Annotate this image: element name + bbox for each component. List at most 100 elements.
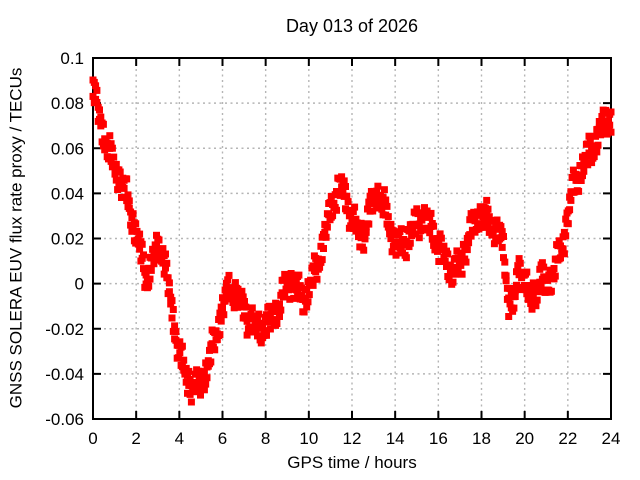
data-point — [203, 374, 211, 382]
data-point — [200, 368, 208, 376]
data-point — [171, 322, 179, 330]
data-point — [124, 191, 132, 199]
y-tick-label: -0.04 — [45, 365, 84, 384]
data-point — [298, 284, 305, 292]
data-point — [466, 216, 474, 224]
data-point — [426, 213, 434, 221]
data-point — [562, 232, 570, 240]
data-point — [281, 270, 289, 278]
data-point — [264, 318, 272, 326]
data-point — [441, 258, 449, 265]
data-point — [118, 194, 125, 201]
data-point — [290, 294, 298, 302]
data-point — [564, 220, 572, 228]
data-point — [295, 271, 303, 279]
data-point — [238, 303, 246, 311]
data-point — [176, 349, 184, 357]
data-point — [308, 277, 316, 285]
data-point — [231, 292, 239, 300]
data-point — [222, 289, 230, 297]
data-point — [488, 225, 496, 233]
x-tick-label: 8 — [261, 429, 270, 448]
data-point — [165, 279, 173, 287]
data-point — [395, 240, 403, 248]
y-tick-label: 0.06 — [51, 139, 84, 158]
data-point — [592, 132, 599, 140]
data-point — [136, 230, 144, 238]
data-point — [216, 309, 224, 317]
data-point — [321, 228, 329, 236]
data-point — [351, 203, 359, 211]
data-point — [412, 230, 419, 238]
data-point — [313, 275, 321, 283]
data-point — [529, 279, 537, 287]
data-point — [169, 306, 177, 313]
data-point — [377, 197, 384, 205]
data-point — [465, 239, 473, 247]
data-point — [123, 175, 131, 183]
data-point — [150, 260, 158, 268]
data-point — [309, 281, 317, 289]
data-point — [276, 300, 283, 308]
data-point — [485, 213, 493, 221]
data-point — [498, 228, 506, 236]
data-point — [444, 250, 452, 258]
data-point — [467, 232, 475, 240]
data-point — [361, 235, 369, 243]
data-point — [498, 243, 506, 251]
data-point — [176, 338, 184, 346]
data-point — [128, 214, 136, 222]
data-point — [557, 254, 564, 262]
data-point — [147, 266, 155, 274]
data-point — [602, 106, 610, 114]
data-point — [505, 313, 513, 320]
data-point — [371, 198, 379, 206]
data-point — [575, 171, 583, 179]
data-point — [474, 220, 482, 228]
data-point — [338, 173, 346, 181]
data-point — [269, 316, 277, 324]
data-point — [116, 168, 124, 176]
data-point — [320, 245, 327, 252]
data-point — [506, 285, 514, 292]
data-point — [138, 240, 146, 248]
data-point — [380, 186, 388, 194]
data-point — [432, 241, 440, 249]
data-point — [305, 291, 313, 299]
data-point — [551, 272, 559, 280]
data-point — [257, 339, 265, 347]
data-point — [224, 276, 232, 284]
data-point — [369, 207, 377, 215]
data-point — [547, 287, 555, 295]
data-point — [445, 276, 453, 284]
data-point — [481, 223, 489, 231]
data-point — [538, 259, 546, 267]
x-tick-label: 18 — [472, 429, 491, 448]
data-point — [339, 188, 347, 195]
data-point — [162, 250, 169, 258]
data-point — [602, 126, 610, 134]
data-point — [206, 346, 213, 354]
data-point — [172, 328, 180, 335]
data-point — [356, 225, 364, 233]
data-point — [544, 276, 551, 284]
data-point — [194, 382, 202, 390]
data-point — [93, 99, 101, 106]
data-point — [569, 166, 577, 174]
data-point — [246, 315, 254, 322]
data-point — [164, 274, 172, 282]
data-point — [606, 121, 614, 129]
data-point — [318, 256, 326, 264]
data-point — [357, 219, 365, 227]
data-point — [479, 208, 487, 216]
data-point — [239, 293, 247, 301]
data-point — [276, 313, 283, 320]
data-point — [382, 196, 390, 204]
data-point — [304, 298, 312, 306]
data-point — [386, 230, 394, 238]
data-point — [426, 229, 434, 237]
data-point — [163, 259, 171, 267]
data-point — [454, 266, 462, 274]
data-point — [136, 245, 144, 253]
data-point — [92, 82, 100, 90]
